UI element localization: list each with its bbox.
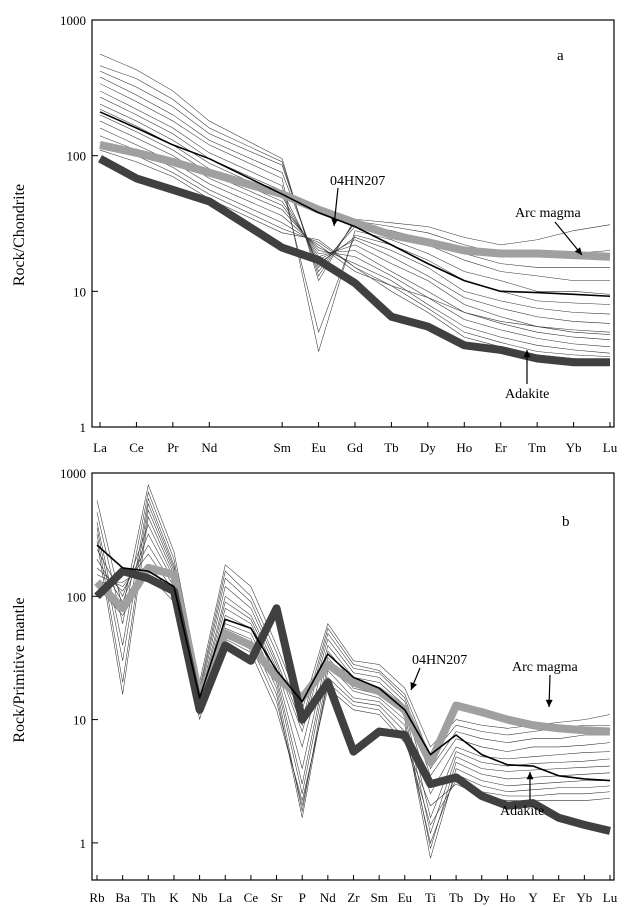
- xtick-label: Th: [141, 890, 156, 905]
- sample-line: [99, 108, 611, 333]
- series-04hn207: [96, 544, 611, 782]
- xtick-label: Y: [528, 890, 538, 905]
- sample-line: [99, 70, 610, 273]
- series-04hn207: [99, 111, 611, 298]
- arrowhead-icon: [545, 699, 553, 707]
- panel-b-frame: [91, 472, 615, 881]
- series-adakite: [94, 567, 611, 835]
- panel-a: Rock/Chondrite a 1 10 100 1000 La Ce Pr Nd Sm Eu…: [11, 13, 618, 455]
- sample-line: [99, 135, 611, 357]
- arrowhead-icon: [574, 247, 582, 255]
- panel-a-series: [98, 111, 611, 367]
- sample-line: [96, 491, 610, 758]
- xtick-label: Nd: [320, 890, 336, 905]
- sample-line: [99, 65, 611, 277]
- panel-b-xticks: Rb Ba Th K Nb La Ce Sr P Nd Zr Sm Eu Ti Tb Dy Ho Y Er Yb Lu: [89, 875, 618, 905]
- xtick-label: Er: [495, 440, 508, 455]
- panel-a-ylabel: Rock/Chondrite: [11, 184, 28, 286]
- panel-a-frame: [91, 19, 615, 428]
- xtick-label: Sr: [271, 890, 283, 905]
- sample-line: [99, 103, 611, 324]
- panel-b-ylabel: Rock/Primitive mantle: [11, 597, 28, 742]
- xtick-label: Dy: [474, 890, 490, 905]
- xtick-label: Sm: [273, 440, 290, 455]
- arrowhead-icon: [331, 218, 339, 226]
- xtick-label: Ce: [129, 440, 144, 455]
- xtick-label: Yb: [566, 440, 582, 455]
- xtick-label: Tb: [449, 890, 463, 905]
- annotation-label: Adakite: [505, 387, 549, 402]
- panel-b-yticks: 1 10 100 1000: [60, 466, 98, 851]
- panel-b-label: b: [562, 514, 570, 530]
- sample-line: [96, 503, 611, 777]
- ytick-label: 10: [73, 713, 86, 728]
- xtick-label: Zr: [347, 890, 360, 905]
- xtick-label: Ti: [425, 890, 436, 905]
- sample-line: [99, 53, 611, 282]
- xtick-label: Eu: [398, 890, 413, 905]
- panel-b-annotations: 04HN207 Arc magma Adakite: [410, 653, 578, 819]
- panel-b-series: [94, 544, 611, 835]
- xtick-label: Sm: [370, 890, 387, 905]
- xtick-label: Dy: [420, 440, 436, 455]
- panel-a-yticks: 1 10 100 1000: [60, 13, 98, 435]
- xtick-label: Tb: [384, 440, 398, 455]
- annotation-label: Arc magma: [512, 660, 578, 675]
- xtick-label: Ce: [244, 890, 259, 905]
- ytick-label: 1: [80, 836, 87, 851]
- sample-line: [99, 149, 611, 335]
- ytick-label: 100: [67, 589, 87, 604]
- xtick-label: La: [218, 890, 232, 905]
- xtick-label: Pr: [167, 440, 179, 455]
- xtick-label: Ba: [115, 890, 130, 905]
- sample-line: [99, 114, 611, 340]
- sample-line: [99, 90, 611, 334]
- xtick-label: Ho: [456, 440, 472, 455]
- annotation-label: 04HN207: [330, 174, 385, 189]
- xtick-label: La: [93, 440, 107, 455]
- xtick-label: Eu: [311, 440, 326, 455]
- xtick-label: Lu: [603, 440, 618, 455]
- annotation-label: Adakite: [500, 804, 544, 819]
- arrowhead-icon: [410, 682, 417, 690]
- xtick-label: Nd: [201, 440, 217, 455]
- panel-a-xticks: La Ce Pr Nd Sm Eu Gd Tb Dy Ho Er Tm Yb Lu: [93, 422, 618, 455]
- panel-a-label: a: [557, 48, 564, 64]
- xtick-label: Rb: [89, 890, 104, 905]
- sample-line: [99, 96, 611, 315]
- panel-a-annotations: 04HN207 Arc magma Adakite: [330, 174, 583, 402]
- arrowhead-icon: [523, 350, 531, 358]
- panel-b: Rock/Primitive mantle b 1 10 100 1000 Rb Ba T…: [11, 466, 618, 905]
- xtick-label: Yb: [576, 890, 592, 905]
- ytick-label: 100: [67, 149, 87, 164]
- annotation-label: Arc magma: [515, 206, 581, 221]
- xtick-label: Gd: [347, 440, 363, 455]
- ytick-label: 1: [80, 420, 87, 435]
- ytick-label: 10: [73, 284, 86, 299]
- xtick-label: K: [169, 890, 179, 905]
- xtick-label: Ho: [499, 890, 515, 905]
- arrowhead-icon: [526, 772, 534, 780]
- ytick-label: 1000: [60, 13, 86, 28]
- xtick-label: Er: [553, 890, 566, 905]
- xtick-label: P: [299, 890, 306, 905]
- sample-line: [99, 120, 611, 348]
- xtick-label: Nb: [192, 890, 208, 905]
- annotation-label: 04HN207: [412, 653, 467, 668]
- xtick-label: Lu: [603, 890, 618, 905]
- series-arc-magma: [99, 141, 611, 261]
- ytick-label: 1000: [60, 466, 86, 481]
- sample-line: [96, 483, 611, 748]
- series-adakite: [98, 155, 610, 367]
- xtick-label: Tm: [528, 440, 546, 455]
